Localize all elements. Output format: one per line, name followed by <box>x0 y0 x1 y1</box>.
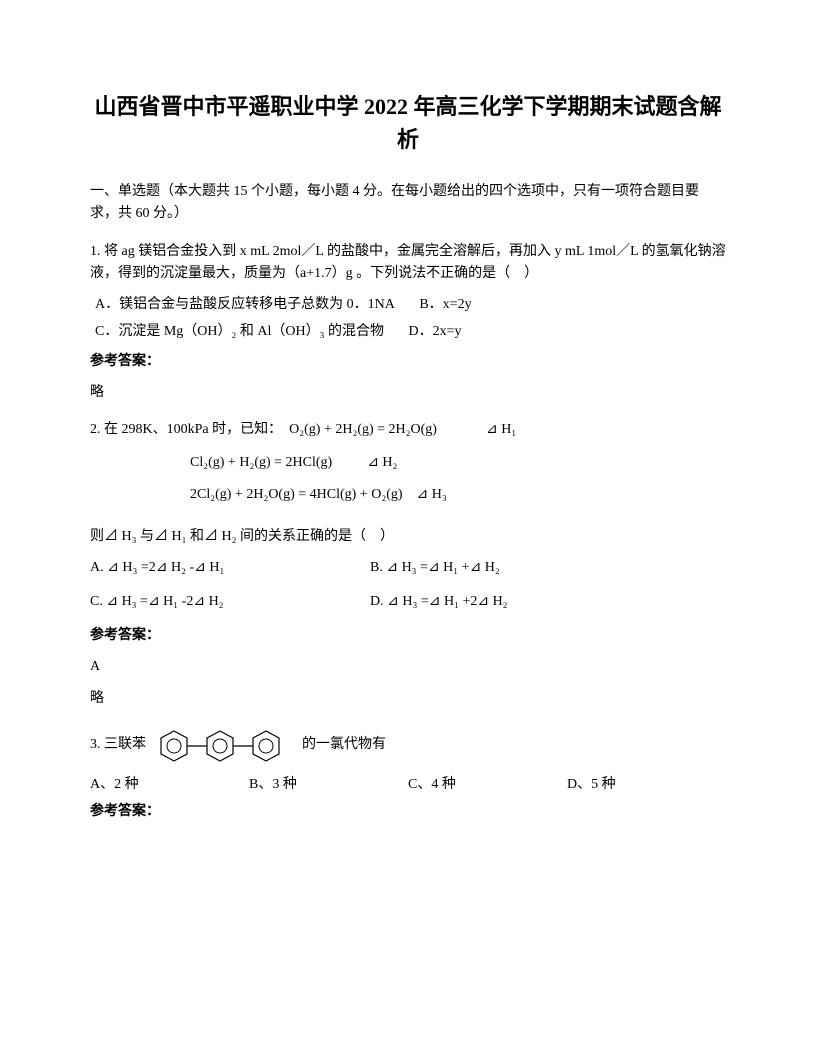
q2-eq1: O₂(g) + 2H₂(g) = 2H₂O(g) <box>289 419 437 441</box>
q2-dh1: ⊿ H₁ <box>486 419 516 441</box>
q1-options-row1: A．镁铝合金与盐酸反应转移电子总数为 0．1NA B．x=2y <box>95 294 726 316</box>
document-title: 山西省晋中市平遥职业中学 2022 年高三化学下学期期末试题含解析 <box>90 90 726 156</box>
q1-options: A．镁铝合金与盐酸反应转移电子总数为 0．1NA B．x=2y C．沉淀是 Mg… <box>90 294 726 344</box>
q3-optB: B、3 种 <box>249 774 408 796</box>
q3-options: A、2 种 B、3 种 C、4 种 D、5 种 <box>90 774 726 796</box>
q1-optB: B．x=2y <box>419 297 471 312</box>
q2-options: A. ⊿ H₃ =2⊿ H₂ -⊿ H₁ B. ⊿ H₃ =⊿ H₁ +⊿ H₂… <box>90 557 726 614</box>
q1-answer: 略 <box>90 382 726 404</box>
q3-optD: D、5 种 <box>567 774 726 796</box>
q2-answer: A <box>90 656 726 678</box>
q1-optA: A．镁铝合金与盐酸反应转移电子总数为 0．1NA <box>95 297 395 312</box>
q2-dh3: ⊿ H₃ <box>417 487 447 502</box>
q2-options-row2: C. ⊿ H₃ =⊿ H₁ -2⊿ H₂ D. ⊿ H₃ =⊿ H₁ +2⊿ H… <box>90 591 726 613</box>
q2-line2: Cl₂(g) + H₂(g) = 2HCl(g) ⊿ H₂ <box>90 452 726 474</box>
q2-prefix: 2. 在 298K、100kPa 时，已知： <box>90 419 282 441</box>
q1-answer-label: 参考答案： <box>90 351 726 373</box>
q2-optD: D. ⊿ H₃ =⊿ H₁ +2⊿ H₂ <box>370 591 508 613</box>
q2-answer-note: 略 <box>90 688 726 710</box>
question-3: 3. 三联苯 的一氯代物有 A、2 种 B、3 种 C、4 种 D、5 种 参考… <box>90 726 726 824</box>
q3-optC: C、4 种 <box>408 774 567 796</box>
q2-options-row1: A. ⊿ H₃ =2⊿ H₂ -⊿ H₁ B. ⊿ H₃ =⊿ H₁ +⊿ H₂ <box>90 557 726 579</box>
q1-options-row2: C．沉淀是 Mg（OH）₂ 和 Al（OH）₃ 的混合物 D．2x=y <box>95 321 726 343</box>
q2-between: 则⊿ H₃ 与⊿ H₁ 和⊿ H₂ 间的关系正确的是（ ） <box>90 526 726 548</box>
q2-optC: C. ⊿ H₃ =⊿ H₁ -2⊿ H₂ <box>90 591 370 613</box>
q2-eq3: 2Cl₂(g) + 2H₂O(g) = 4HCl(g) + O₂(g) <box>190 487 403 502</box>
q3-prefix: 3. 三联苯 <box>90 734 146 756</box>
triphenyl-icon <box>154 726 294 766</box>
q2-optA: A. ⊿ H₃ =2⊿ H₂ -⊿ H₁ <box>90 557 370 579</box>
q2-line1: 2. 在 298K、100kPa 时，已知： O₂(g) + 2H₂(g) = … <box>90 419 726 441</box>
q1-optC: C．沉淀是 Mg（OH）₂ 和 Al（OH）₃ 的混合物 <box>95 324 384 339</box>
q2-optB: B. ⊿ H₃ =⊿ H₁ +⊿ H₂ <box>370 557 500 579</box>
q2-line3: 2Cl₂(g) + 2H₂O(g) = 4HCl(g) + O₂(g) ⊿ H₃ <box>90 484 726 506</box>
q3-answer-label: 参考答案： <box>90 801 726 823</box>
q2-dh2: ⊿ H₂ <box>367 455 397 470</box>
q3-suffix: 的一氯代物有 <box>302 734 386 756</box>
question-2: 2. 在 298K、100kPa 时，已知： O₂(g) + 2H₂(g) = … <box>90 419 726 711</box>
q1-optD: D．2x=y <box>409 324 462 339</box>
question-1: 1. 将 ag 镁铝合金投入到 x mL 2mol／L 的盐酸中，金属完全溶解后… <box>90 241 726 404</box>
q2-eq2: Cl₂(g) + H₂(g) = 2HCl(g) <box>190 455 332 470</box>
q3-line: 3. 三联苯 的一氯代物有 <box>90 726 726 766</box>
q2-answer-label: 参考答案： <box>90 625 726 647</box>
section-header: 一、单选题（本大题共 15 个小题，每小题 4 分。在每小题给出的四个选项中，只… <box>90 181 726 226</box>
q3-optA: A、2 种 <box>90 774 249 796</box>
q1-text: 1. 将 ag 镁铝合金投入到 x mL 2mol／L 的盐酸中，金属完全溶解后… <box>90 241 726 286</box>
